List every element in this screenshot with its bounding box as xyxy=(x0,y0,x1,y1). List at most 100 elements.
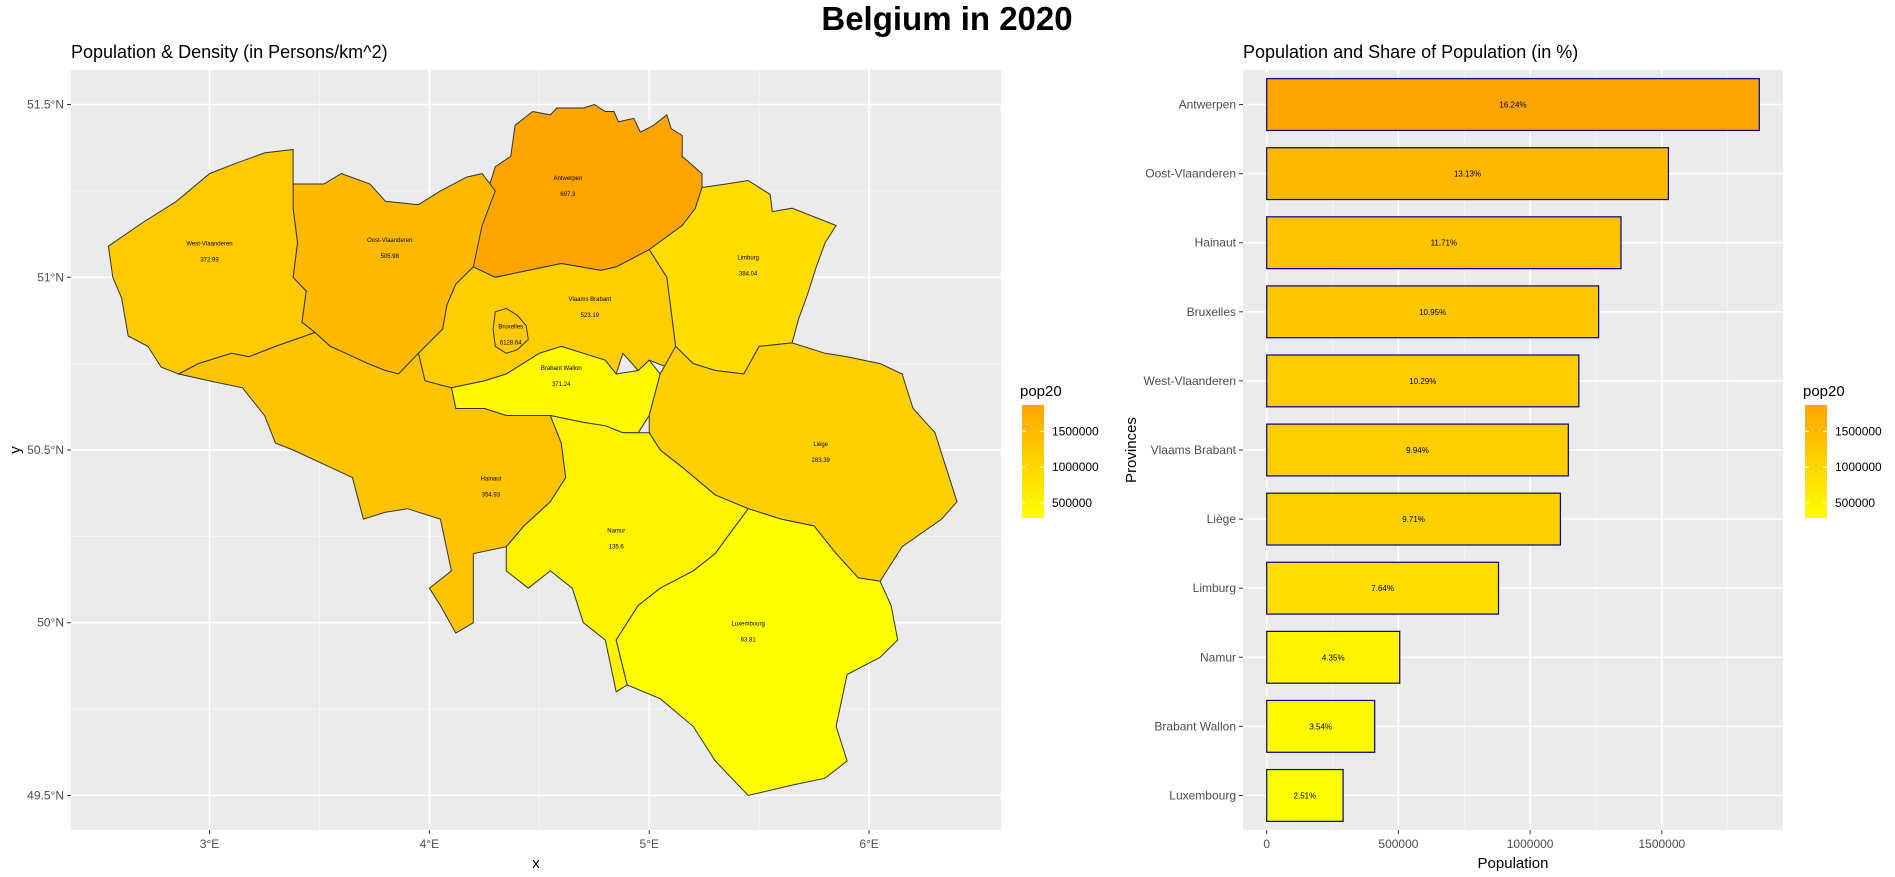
map-x-tick-label: 6°E xyxy=(859,837,878,851)
map-region-name-luxembourg: Luxembourg xyxy=(731,622,764,628)
bar-x-axis-label: Population xyxy=(1478,855,1549,872)
map-y-axis-label: y xyxy=(7,446,24,454)
map-y-tick-label: 51°N xyxy=(37,270,64,284)
map-region-name-liege: Liège xyxy=(813,442,828,448)
map-region-density-liege: 283.39 xyxy=(812,458,831,464)
map-x-tick-label: 4°E xyxy=(420,837,439,851)
bar-oost-vlaanderen xyxy=(1266,147,1670,201)
bar-share-label-vlaams-brabant: 9.94% xyxy=(1406,446,1429,455)
map-y-axis: 51.5°N 51°N 50.5°N 50°N 49.5°N xyxy=(27,98,71,802)
map-legend: pop20 500000 1000000 1500000 xyxy=(1020,383,1099,518)
map-y-tick-label: 49.5°N xyxy=(27,788,64,802)
bar-category-label-oost-vlaanderen: Oost-Vlaanderen xyxy=(1145,167,1236,181)
map-regions xyxy=(107,103,958,797)
bar-legend-break-label: 1000000 xyxy=(1835,460,1882,474)
map-region-name-brabant-wallon: Brabant Wallon xyxy=(541,366,582,372)
bar-share-label-limburg: 7.64% xyxy=(1371,584,1394,593)
bar-x-tick-label: 1000000 xyxy=(1507,837,1554,851)
bar-share-label-luxembourg: 2.51% xyxy=(1294,791,1317,800)
map-region-name-limburg: Limburg xyxy=(737,255,759,261)
bar-x-tick-label: 1500000 xyxy=(1638,837,1685,851)
map-legend-colorbar xyxy=(1022,405,1044,518)
map-region-name-bruxelles: Bruxelles xyxy=(498,325,523,331)
bar-chart-title: Population and Share of Population (in %… xyxy=(1243,42,1578,62)
map-region-name-vlaams-brabant: Vlaams Brabant xyxy=(569,297,612,303)
map-region-name-west-vlaanderen: West-Vlaanderen xyxy=(186,242,232,248)
bar-share-labels: 16.24% 13.13% 11.71% 10.95% 10.29% 9.94% 9.71%… xyxy=(1294,101,1527,801)
bar-namur xyxy=(1266,630,1401,684)
bar-category-label-antwerpen: Antwerpen xyxy=(1179,98,1236,112)
bar-share-label-liege: 9.71% xyxy=(1402,515,1425,524)
bar-category-label-west-vlaanderen: West-Vlaanderen xyxy=(1144,374,1237,388)
map-x-axis-label: x xyxy=(532,855,540,872)
map-legend-break-label: 1500000 xyxy=(1052,424,1099,438)
bar-category-label-bruxelles: Bruxelles xyxy=(1187,305,1236,319)
bar-x-axis: 0 500000 1000000 1500000 xyxy=(1263,830,1686,851)
bar-legend: pop20 500000 1000000 1500000 xyxy=(1803,383,1882,518)
bar-category-label-hainaut: Hainaut xyxy=(1195,236,1237,250)
bar-share-label-hainaut: 11.71% xyxy=(1431,239,1458,248)
bar-share-label-bruxelles: 10.95% xyxy=(1419,308,1446,317)
bar-luxembourg xyxy=(1266,768,1344,822)
map-region-west-vlaanderen xyxy=(107,148,317,375)
bar-share-label-brabant-wallon: 3.54% xyxy=(1309,722,1332,731)
bar-share-label-antwerpen: 16.24% xyxy=(1499,101,1526,110)
map-region-density-bruxelles: 6128.64 xyxy=(500,341,522,347)
map-region-density-limburg: 384.04 xyxy=(739,271,758,277)
bar-category-label-namur: Namur xyxy=(1200,650,1236,664)
map-legend-title: pop20 xyxy=(1020,383,1062,400)
map-region-name-namur: Namur xyxy=(607,528,625,534)
map-region-density-namur: 135.6 xyxy=(609,544,625,550)
bar-brabant-wallon xyxy=(1266,699,1376,753)
map-region-name-antwerpen: Antwerpen xyxy=(554,176,583,182)
bar-category-label-vlaams-brabant: Vlaams Brabant xyxy=(1151,443,1237,457)
bar-share-label-namur: 4.35% xyxy=(1322,653,1345,662)
bar-panel: 16.24% 13.13% 11.71% 10.95% 10.29% 9.94% 9.71%… xyxy=(1144,70,1783,851)
map-region-labels: Antwerpen 697.3 Oost-Vlaanderen 505.98 West-… xyxy=(186,176,830,644)
bar-west-vlaanderen xyxy=(1266,354,1580,408)
map-region-bruxelles xyxy=(492,307,529,354)
bar-vlaams-brabant xyxy=(1266,423,1569,477)
bar-series xyxy=(1266,78,1760,822)
map-region-name-hainaut: Hainaut xyxy=(481,477,502,483)
map-region-density-oost-vlaanderen: 505.98 xyxy=(381,254,400,260)
map-legend-break-label: 1000000 xyxy=(1052,460,1099,474)
map-region-density-brabant-wallon: 371.24 xyxy=(552,382,571,388)
bar-legend-break-label: 1500000 xyxy=(1835,424,1882,438)
figure-title: Belgium in 2020 xyxy=(821,0,1072,37)
map-x-tick-label: 5°E xyxy=(639,837,658,851)
bar-legend-break-label: 500000 xyxy=(1835,496,1875,510)
map-x-tick-label: 3°E xyxy=(200,837,219,851)
bar-limburg xyxy=(1266,561,1500,615)
bar-y-axis: Antwerpen Oost-Vlaanderen Hainaut Bruxelles… xyxy=(1144,98,1243,802)
map-y-tick-label: 50.5°N xyxy=(27,443,64,457)
map-region-luxembourg xyxy=(615,508,899,797)
bar-share-label-west-vlaanderen: 10.29% xyxy=(1409,377,1436,386)
bar-x-tick-label: 0 xyxy=(1263,837,1270,851)
map-region-density-vlaams-brabant: 523.19 xyxy=(581,313,600,319)
map-region-density-hainaut: 354.93 xyxy=(482,493,501,499)
map-region-density-antwerpen: 697.3 xyxy=(560,192,576,198)
bar-y-axis-label: Provinces xyxy=(1123,417,1140,483)
bar-category-label-liege: Liège xyxy=(1207,512,1237,526)
bar-legend-title: pop20 xyxy=(1803,383,1845,400)
bar-category-label-luxembourg: Luxembourg xyxy=(1169,788,1236,802)
bar-x-tick-label: 500000 xyxy=(1378,837,1418,851)
map-legend-break-label: 500000 xyxy=(1052,496,1092,510)
map-y-tick-label: 51.5°N xyxy=(27,98,64,112)
map-y-tick-label: 50°N xyxy=(37,616,64,630)
map-x-axis: 3°E 4°E 5°E 6°E xyxy=(200,830,879,851)
bar-bruxelles xyxy=(1266,285,1600,339)
map-region-name-oost-vlaanderen: Oost-Vlaanderen xyxy=(367,238,412,244)
map-panel: Antwerpen 697.3 Oost-Vlaanderen 505.98 West-… xyxy=(27,70,1001,851)
map-region-density-west-vlaanderen: 372.99 xyxy=(200,258,219,264)
map-region-density-luxembourg: 63.81 xyxy=(741,638,757,644)
bar-antwerpen xyxy=(1266,78,1760,132)
bar-liege xyxy=(1266,492,1562,546)
bar-share-label-oost-vlaanderen: 13.13% xyxy=(1454,170,1481,179)
bar-legend-colorbar xyxy=(1805,405,1827,518)
bar-hainaut xyxy=(1266,216,1622,270)
map-title: Population & Density (in Persons/km^2) xyxy=(71,42,388,62)
bar-category-label-limburg: Limburg xyxy=(1193,581,1236,595)
